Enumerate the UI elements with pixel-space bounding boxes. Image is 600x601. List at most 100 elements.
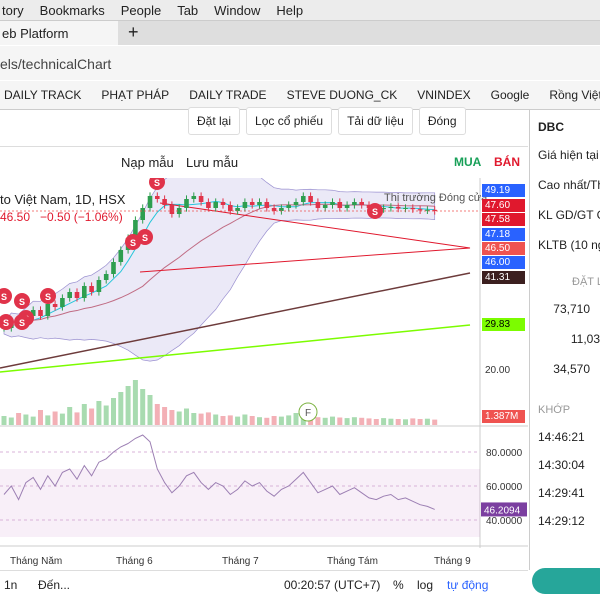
bookmark[interactable]: Rồng Việt: [549, 88, 600, 102]
tab-title[interactable]: eb Platform: [2, 26, 69, 41]
candle-body: [359, 202, 364, 205]
menu-item[interactable]: Bookmarks: [39, 3, 105, 18]
volume-bar: [198, 413, 204, 425]
toolbar: Đặt lại Lọc cổ phiếu Tải dữ liệu Đóng: [188, 107, 472, 135]
bookmark[interactable]: VNINDEX: [417, 88, 471, 102]
volume-bar: [373, 419, 379, 425]
candle-body: [286, 205, 291, 208]
signal-marker: [137, 229, 153, 245]
candle-body: [417, 209, 423, 211]
candle-body: [271, 208, 277, 211]
volume-bar: [16, 413, 22, 425]
rsi-tick-label: 60.0000: [486, 482, 523, 493]
bookmark[interactable]: DAILY TRADE: [189, 88, 267, 102]
goto[interactable]: Đến...: [38, 578, 71, 592]
ma-200: [0, 324, 471, 373]
menu-item[interactable]: Help: [276, 3, 304, 18]
candle-body: [403, 208, 408, 209]
bookmark[interactable]: STEVE DUONG_CK: [286, 88, 398, 102]
load-template[interactable]: Nạp mẫu: [121, 155, 174, 170]
volume-bar: [220, 416, 226, 425]
bookmark[interactable]: DAILY TRACK: [4, 88, 82, 102]
candle-body: [30, 310, 36, 316]
right-panel: [529, 110, 600, 570]
green-pill[interactable]: [532, 568, 600, 594]
candle-body: [162, 199, 167, 205]
range[interactable]: 1n: [4, 578, 18, 592]
chart: SSSSSSSSSSF80.000060.000040.000046.2094T…: [0, 178, 528, 567]
candle-body: [184, 199, 189, 208]
f-marker: [298, 402, 318, 422]
signal-label: S: [1, 292, 7, 302]
volume-bar: [140, 389, 146, 425]
volume-bar: [257, 417, 262, 425]
candle-body: [198, 196, 204, 202]
volume-bar: [169, 410, 175, 425]
candle-body: [279, 208, 284, 211]
log[interactable]: log: [417, 578, 434, 592]
price-tag: 47.60: [482, 199, 525, 212]
candle-body: [432, 209, 437, 211]
rsi-current-label: 46.2094: [484, 505, 521, 516]
volume-bar: [388, 418, 394, 425]
volume-bar: [351, 417, 357, 425]
volume-bar: [344, 418, 350, 425]
volume-bar: [381, 418, 387, 425]
menu-item[interactable]: Tab: [177, 3, 199, 18]
volume-bar: [103, 405, 109, 425]
candle-body: [344, 205, 350, 208]
signal-marker: [125, 234, 141, 250]
tab[interactable]: [0, 21, 118, 45]
percent[interactable]: %: [393, 578, 404, 592]
signal-marker: [40, 288, 56, 304]
signal-label: S: [154, 178, 160, 188]
volume-bar: [337, 417, 343, 425]
candle-body: [140, 208, 145, 220]
month-label: Tháng 6: [116, 556, 153, 567]
toolbar-button[interactable]: Lọc cổ phiếu: [246, 107, 333, 135]
new-tab[interactable]: +: [128, 22, 139, 42]
signal-marker: [0, 288, 12, 304]
candle-body: [111, 262, 116, 274]
month-label: Tháng 9: [434, 556, 471, 567]
signal-label: S: [19, 297, 25, 307]
menu-item[interactable]: Window: [214, 3, 261, 18]
f-label: F: [305, 408, 311, 419]
match-time: 14:29:41: [538, 486, 585, 500]
volume-bar: [264, 417, 270, 425]
menu-item[interactable]: People: [120, 3, 162, 18]
volume-bar: [89, 408, 95, 425]
toolbar-button[interactable]: Đóng: [418, 107, 466, 135]
panel-symbol: DBC: [538, 120, 564, 134]
volume-bar: [403, 419, 408, 425]
candle-body: [293, 202, 299, 205]
toolbar-button[interactable]: Đặt lại: [188, 107, 241, 135]
menu-item[interactable]: tory: [2, 3, 24, 18]
url[interactable]: els/technicalChart: [0, 56, 112, 72]
buy[interactable]: MUA: [454, 155, 482, 169]
rsi-line: [3, 434, 435, 510]
price-tag: 47.18: [482, 228, 525, 241]
volume-bar: [315, 417, 321, 425]
candle-body: [337, 202, 343, 208]
clock: 00:20:57 (UTC+7): [284, 578, 381, 592]
volume-bar: [23, 414, 29, 425]
rsi-current-tag: [481, 502, 527, 517]
volume-bar: [147, 395, 153, 425]
bookmark[interactable]: PHẠT PHÁP: [101, 88, 170, 102]
volume-bar: [286, 415, 292, 425]
candle-body: [264, 202, 270, 208]
rsi-tick-label: 40.0000: [486, 516, 523, 527]
bookmark[interactable]: Google: [490, 88, 530, 102]
volume-bar: [111, 398, 116, 425]
volume-bar: [322, 417, 328, 425]
save-template[interactable]: Lưu mẫu: [186, 155, 239, 170]
sell[interactable]: BÁN: [494, 155, 520, 169]
candle-body: [257, 202, 262, 205]
volume-bar: [227, 415, 233, 425]
toolbar-button[interactable]: Tải dữ liệu: [338, 107, 413, 135]
auto[interactable]: tự động: [447, 578, 489, 592]
volume-bar: [30, 416, 36, 425]
volume-bar: [162, 407, 168, 425]
